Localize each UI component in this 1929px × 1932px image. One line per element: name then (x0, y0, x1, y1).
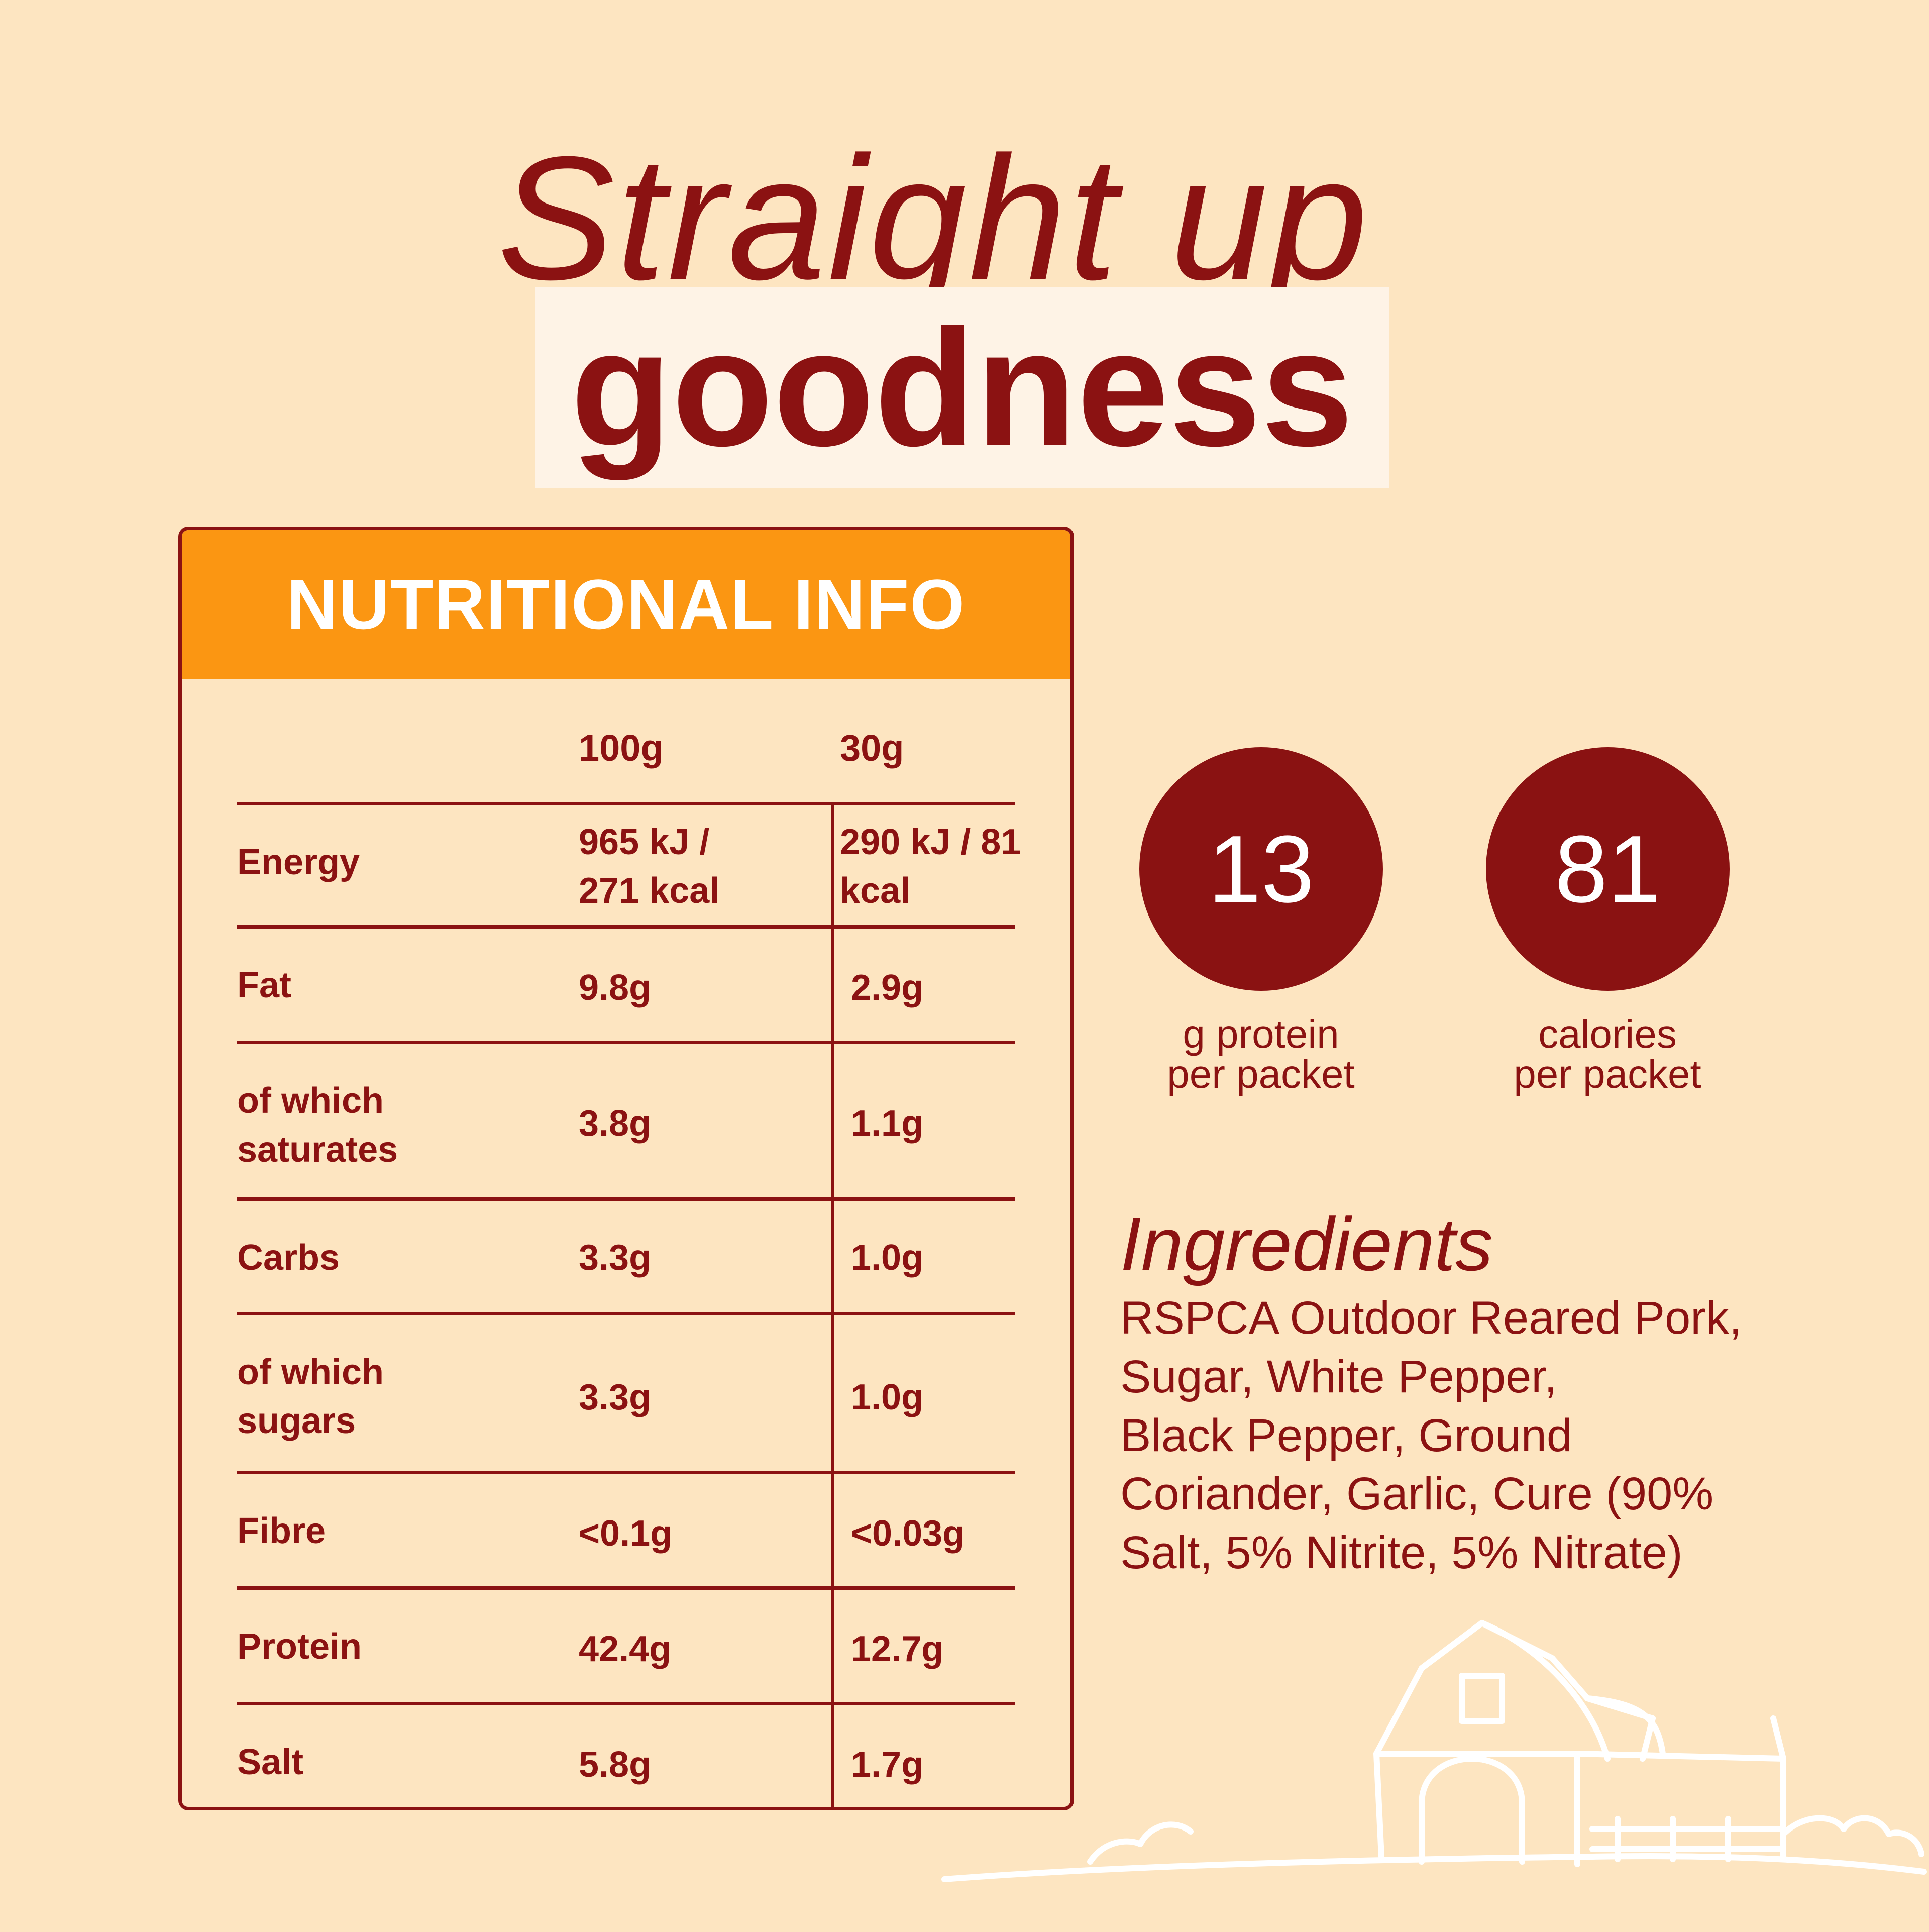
calories-stat-label: calories per packet (1457, 1014, 1758, 1094)
column-divider (831, 802, 834, 1807)
row-label: Fibre (237, 1511, 326, 1551)
column-header-30g: 30g (840, 727, 904, 769)
ingredients-line: Salt, 5% Nitrite, 5% Nitrate) (1120, 1527, 1683, 1579)
row-value-100g: <0.1g (579, 1513, 673, 1554)
row-value-100g: 3.8g (579, 1103, 652, 1144)
row-value-30g: 2.9g (851, 968, 924, 1008)
row-value-100g: 9.8g (579, 968, 652, 1008)
nutrition-card: NUTRITIONAL INFO 100g 30g Energy 965 kJ … (178, 527, 1074, 1810)
ingredients-text: RSPCA Outdoor Reared Pork, Sugar, White … (1120, 1289, 1874, 1582)
table-row: Fibre <0.1g <0.03g (237, 1471, 1015, 1586)
table-row: Carbs 3.3g 1.0g (237, 1197, 1015, 1312)
column-header-100g: 100g (579, 727, 664, 769)
protein-stat-label: g protein per packet (1110, 1014, 1412, 1094)
headline-top: Straight up (497, 120, 1370, 317)
ingredients-line: Coriander, Garlic, Cure (90% (1120, 1468, 1714, 1520)
row-value-30g: 1.7g (851, 1745, 924, 1785)
row-value-30g: 1.1g (851, 1103, 924, 1144)
row-label: Protein (237, 1626, 362, 1667)
ingredients-line: Sugar, White Pepper, (1120, 1351, 1557, 1402)
row-value-100g: 42.4g (579, 1629, 672, 1669)
table-row: Protein 42.4g 12.7g (237, 1586, 1015, 1702)
row-label: Salt (237, 1742, 304, 1782)
ingredients-line: Black Pepper, Ground (1120, 1409, 1573, 1461)
row-value-30g: 1.0g (851, 1238, 924, 1278)
row-value-100g: 3.3g (579, 1377, 652, 1417)
row-label: of which saturates (237, 1081, 398, 1170)
table-row: Energy 965 kJ / 271 kcal 290 kJ / 81 kca… (237, 802, 1021, 925)
protein-stat-circle: 13 (1139, 747, 1383, 991)
barn-icon (941, 1620, 1927, 1882)
ingredients-line: RSPCA Outdoor Reared Pork, (1120, 1292, 1742, 1344)
protein-stat-label-line1: g protein (1183, 1011, 1339, 1056)
table-row: of which sugars 3.3g 1.0g (237, 1312, 1015, 1471)
row-label: Energy (237, 842, 360, 882)
row-value-30g: 290 kJ / 81 kcal (840, 822, 1021, 911)
row-value-30g: 12.7g (851, 1629, 944, 1669)
row-label: of which sugars (237, 1352, 384, 1442)
row-value-100g: 3.3g (579, 1238, 652, 1278)
calories-stat-circle: 81 (1486, 747, 1730, 991)
table-row: Fat 9.8g 2.9g (237, 925, 1015, 1041)
nutrition-title: NUTRITIONAL INFO (182, 530, 1070, 679)
row-value-30g: <0.03g (851, 1513, 965, 1554)
calories-stat-label-line2: per packet (1514, 1052, 1701, 1096)
ingredients-title: Ingredients (1120, 1202, 1493, 1286)
row-value-100g: 5.8g (579, 1745, 652, 1785)
table-row: of which saturates 3.8g 1.1g (237, 1041, 1015, 1197)
headline-highlight (535, 287, 1389, 488)
protein-stat-label-line2: per packet (1167, 1052, 1355, 1096)
row-value-30g: 1.0g (851, 1377, 924, 1417)
calories-stat-label-line1: calories (1538, 1011, 1677, 1056)
table-row: Salt 5.8g 1.7g (237, 1702, 1015, 1807)
row-label: Carbs (237, 1238, 340, 1278)
row-value-100g: 965 kJ / 271 kcal (579, 822, 720, 911)
headline-bottom: goodness (570, 295, 1354, 480)
row-label: Fat (237, 965, 291, 1005)
